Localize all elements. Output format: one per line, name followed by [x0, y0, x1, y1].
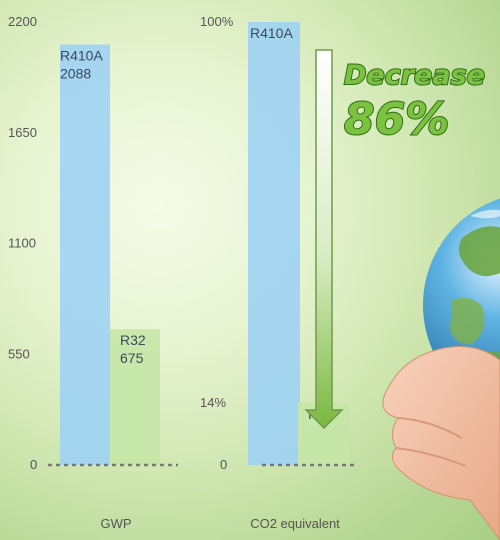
y-tick-label: 14%	[200, 395, 226, 410]
y-tick-label: 1100	[8, 236, 36, 251]
bar-label-r32: R32	[120, 332, 146, 348]
chart-panels: R410A2088R326750550110016502200GWPR410AR…	[8, 14, 356, 531]
bar-label-r410a: R410A	[250, 25, 293, 41]
y-tick-label: 0	[30, 457, 37, 472]
bar-r32	[110, 329, 160, 465]
y-tick-label: 100%	[200, 14, 234, 29]
x-axis-label: CO2 equivalent	[250, 516, 340, 531]
chart-panel-1: R410A 2088 R32 675 0 550 1100 1650 2200 GWP	[8, 14, 178, 531]
decrease-arrow	[304, 49, 344, 430]
bar-label-r32: 675	[120, 350, 144, 366]
y-tick-label: 0	[220, 457, 227, 472]
bar-r410a	[248, 22, 300, 465]
y-tick-label: 1650	[8, 125, 37, 140]
y-tick-label: 2200	[8, 14, 37, 29]
decrease-callout-text: Decrease	[344, 60, 485, 91]
y-tick-label: 550	[8, 346, 30, 361]
bar-label-r410a: R410A	[60, 48, 103, 64]
bar-label-r410a: 2088	[60, 66, 91, 82]
earth-globe-in-hands-icon	[382, 198, 500, 540]
decrease-percent-text: 86%	[344, 94, 449, 145]
x-axis-label: GWP	[100, 516, 131, 531]
bar-r410a	[60, 44, 110, 465]
